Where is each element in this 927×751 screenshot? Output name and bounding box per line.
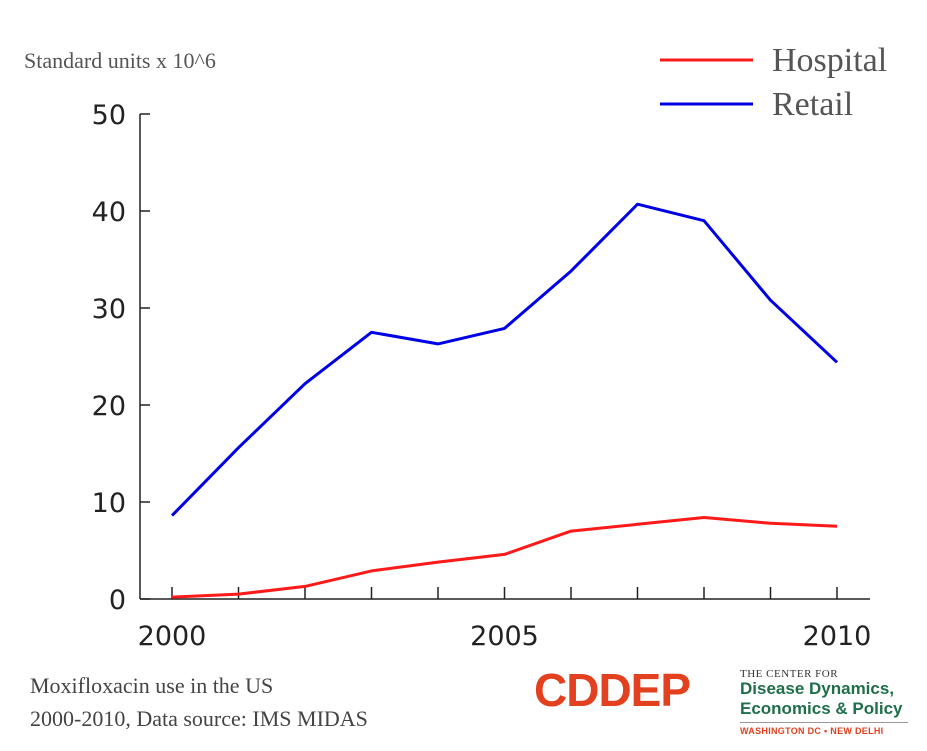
chart-ticks: 0 10 20 30 40 50 2000 2005 2010 xyxy=(92,100,872,652)
x-tick-label: 2005 xyxy=(470,621,539,652)
series-line-retail xyxy=(170,202,839,517)
x-tick-label: 2000 xyxy=(138,621,207,652)
series-line-hospital xyxy=(171,516,838,599)
y-tick-label: 0 xyxy=(109,585,126,616)
logo-wordmark: CDDEP xyxy=(534,664,691,716)
y-tick-label: 20 xyxy=(92,391,126,422)
line-chart: 0 10 20 30 40 50 2000 2005 2010 Hospital Retail xyxy=(92,42,888,652)
y-tick-label: 10 xyxy=(92,488,126,519)
logo-tagline-line-1: Disease Dynamics, xyxy=(740,679,895,698)
caption-line-2: 2000-2010, Data source: IMS MIDAS xyxy=(30,706,368,731)
caption-line-1: Moxifloxacin use in the US xyxy=(30,673,274,698)
legend-label-hospital: Hospital xyxy=(772,42,887,79)
logo-locations: WASHINGTON DC • NEW DELHI xyxy=(740,726,884,736)
logo-tagline-top: THE CENTER FOR xyxy=(740,668,839,680)
logo-divider xyxy=(740,722,908,723)
chart-series xyxy=(170,202,839,599)
x-tick-label: 2010 xyxy=(803,621,872,652)
legend-label-retail: Retail xyxy=(772,86,853,123)
y-tick-label: 30 xyxy=(92,294,126,325)
chart-legend: Hospital Retail xyxy=(660,42,887,123)
logo-tagline-line-2: Economics & Policy xyxy=(740,699,903,718)
chart-axes xyxy=(139,114,870,600)
cddep-logo: CDDEP THE CENTER FOR Disease Dynamics, E… xyxy=(534,663,914,743)
y-tick-label: 40 xyxy=(92,197,126,228)
logo-tagline-main: Disease Dynamics, Economics & Policy xyxy=(740,679,903,719)
y-axis-label: Standard units x 10^6 xyxy=(24,48,216,73)
y-tick-label: 50 xyxy=(92,100,126,131)
